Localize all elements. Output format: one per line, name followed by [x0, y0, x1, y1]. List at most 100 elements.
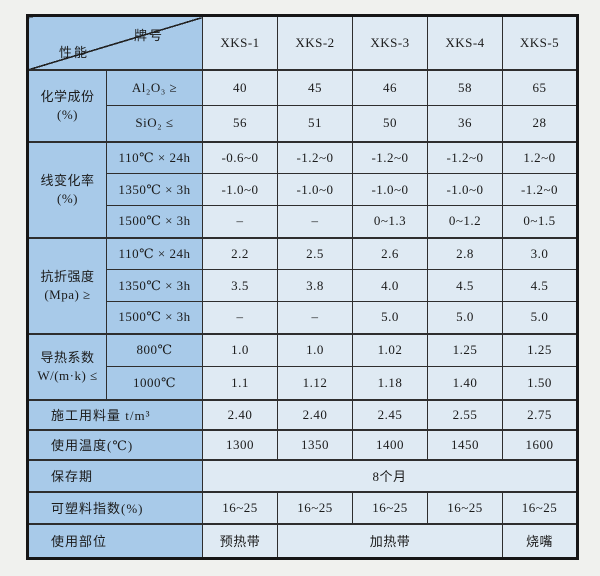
data-cell: 2.75: [502, 398, 578, 430]
data-cell: 0~1.2: [427, 205, 503, 238]
table-row: 1350℃ × 3h 3.5 3.8 4.0 4.5 4.5: [28, 269, 578, 302]
data-cell: 5.0: [502, 301, 578, 334]
group-label-text: 化学成份: [40, 88, 95, 104]
data-cell: 2.40: [277, 398, 353, 430]
data-cell: 45: [277, 68, 353, 106]
data-cell: 5.0: [352, 301, 428, 334]
table-row: 1350℃ × 3h -1.0~0 -1.0~0 -1.0~0 -1.0~0 -…: [28, 173, 578, 206]
data-cell: 16~25: [202, 490, 278, 524]
data-cell: –: [277, 301, 353, 334]
data-cell: –: [202, 301, 278, 334]
data-cell: 0~1.3: [352, 205, 428, 238]
data-cell: –: [277, 205, 353, 238]
data-cell: 4.5: [502, 269, 578, 302]
table-row: 使用温度(℃) 1300 1350 1400 1450 1600: [27, 428, 578, 460]
row-label-plasticity-index: 可塑料指数(%): [27, 490, 203, 524]
data-cell: 16~25: [427, 490, 503, 524]
data-cell: 1.18: [352, 366, 428, 400]
group-label-text: 导热系数: [40, 349, 95, 365]
data-cell: 1.25: [502, 332, 578, 367]
data-cell: 2.45: [352, 398, 428, 430]
data-cell: 1600: [502, 428, 578, 460]
data-cell: 1.02: [352, 332, 428, 367]
group-label-text: 抗折强度: [40, 268, 95, 284]
data-cell: 1450: [427, 428, 503, 460]
data-cell: 3.5: [202, 269, 278, 302]
row-label-storage-period: 保存期: [27, 458, 203, 492]
data-cell: 1.2~0: [502, 140, 578, 174]
data-cell: 2.8: [427, 236, 503, 270]
data-cell: 2.40: [202, 398, 278, 430]
header-row: 牌号 性能 XKS-1 XKS-2 XKS-3 XKS-4 XKS-5: [27, 15, 578, 70]
column-header-xks3: XKS-3: [352, 15, 428, 70]
usage-zone-preheat: 预热带: [202, 522, 278, 559]
table-row: 化学成份 (%) Al₂O₃ ≥ 40 45 46 58 65: [27, 68, 578, 142]
table-row: 1500℃ × 3h – – 5.0 5.0 5.0: [28, 301, 578, 334]
data-cell: 2.2: [202, 236, 278, 270]
sub-label-1000c: 1000℃: [106, 366, 203, 400]
data-cell: 1.0: [202, 332, 278, 367]
data-cell: -1.2~0: [427, 140, 503, 174]
data-cell: 2.55: [427, 398, 503, 430]
data-cell: 2.6: [352, 236, 428, 270]
performance-label: 性能: [59, 44, 90, 60]
table-row: 线变化率 (%) 110℃ × 24h -0.6~0 -1.2~0 -1.2~0…: [27, 140, 578, 238]
row-label-service-temperature: 使用温度(℃): [27, 428, 203, 460]
group-label-linear-change: 线变化率 (%): [27, 140, 107, 238]
data-cell: 1300: [202, 428, 278, 460]
sub-label-800c: 800℃: [106, 332, 203, 367]
table-row: 导热系数 W/(m·k) ≤ 800℃ 1.0 1.0 1.02 1.25 1.…: [27, 332, 578, 400]
table-row: SiO₂ ≤ 56 51 50 36 28: [28, 105, 578, 142]
data-cell: 16~25: [502, 490, 578, 524]
data-cell: 0~1.5: [502, 205, 578, 238]
data-cell: 16~25: [277, 490, 353, 524]
table-row: 保存期 8个月: [27, 458, 578, 492]
table-row: 1000℃ 1.1 1.12 1.18 1.40 1.50: [28, 366, 578, 400]
column-header-xks4: XKS-4: [427, 15, 503, 70]
data-cell: 50: [352, 105, 428, 142]
storage-period-value: 8个月: [202, 458, 578, 492]
diagonal-header-cell: 牌号 性能: [27, 15, 203, 70]
data-cell: -1.0~0: [202, 173, 278, 206]
group-label-thermal-conductivity: 导热系数 W/(m·k) ≤: [27, 332, 107, 400]
data-cell: -1.2~0: [502, 173, 578, 206]
group-unit-text: (%): [57, 190, 78, 206]
data-cell: -1.0~0: [277, 173, 353, 206]
data-cell: 28: [502, 105, 578, 142]
sub-label-1500c3h: 1500℃ × 3h: [106, 205, 203, 238]
data-cell: 1400: [352, 428, 428, 460]
sub-label-1350c3h: 1350℃ × 3h: [106, 173, 203, 206]
data-cell: 51: [277, 105, 353, 142]
sub-label-sio2: SiO₂ ≤: [106, 105, 203, 142]
table-row: 抗折强度 (Mpa) ≥ 110℃ × 24h 2.2 2.5 2.6 2.8 …: [27, 236, 578, 334]
column-header-xks2: XKS-2: [277, 15, 353, 70]
spec-table: 牌号 性能 XKS-1 XKS-2 XKS-3 XKS-4 XKS-5 化学成份…: [26, 14, 579, 560]
data-cell: 40: [202, 68, 278, 106]
data-cell: -1.0~0: [352, 173, 428, 206]
data-cell: 4.5: [427, 269, 503, 302]
sub-label-110c24h: 110℃ × 24h: [106, 236, 203, 270]
data-cell: 58: [427, 68, 503, 106]
column-header-xks5: XKS-5: [502, 15, 578, 70]
data-cell: 3.8: [277, 269, 353, 302]
data-cell: -0.6~0: [202, 140, 278, 174]
sub-label-al2o3: Al₂O₃ ≥: [106, 68, 203, 106]
data-cell: 16~25: [352, 490, 428, 524]
table-row: 1500℃ × 3h – – 0~1.3 0~1.2 0~1.5: [28, 205, 578, 238]
data-cell: -1.2~0: [352, 140, 428, 174]
usage-zone-burner: 烧嘴: [502, 522, 578, 559]
column-header-xks1: XKS-1: [202, 15, 278, 70]
data-cell: 5.0: [427, 301, 503, 334]
data-cell: 2.5: [277, 236, 353, 270]
data-cell: 1.1: [202, 366, 278, 400]
data-cell: 46: [352, 68, 428, 106]
data-cell: 1.12: [277, 366, 353, 400]
data-cell: 65: [502, 68, 578, 106]
row-label-usage-location: 使用部位: [27, 522, 203, 559]
group-label-flexural-strength: 抗折强度 (Mpa) ≥: [27, 236, 107, 334]
data-cell: 1350: [277, 428, 353, 460]
data-cell: 56: [202, 105, 278, 142]
group-unit-text: W/(m·k) ≤: [37, 367, 98, 383]
data-cell: 1.0: [277, 332, 353, 367]
